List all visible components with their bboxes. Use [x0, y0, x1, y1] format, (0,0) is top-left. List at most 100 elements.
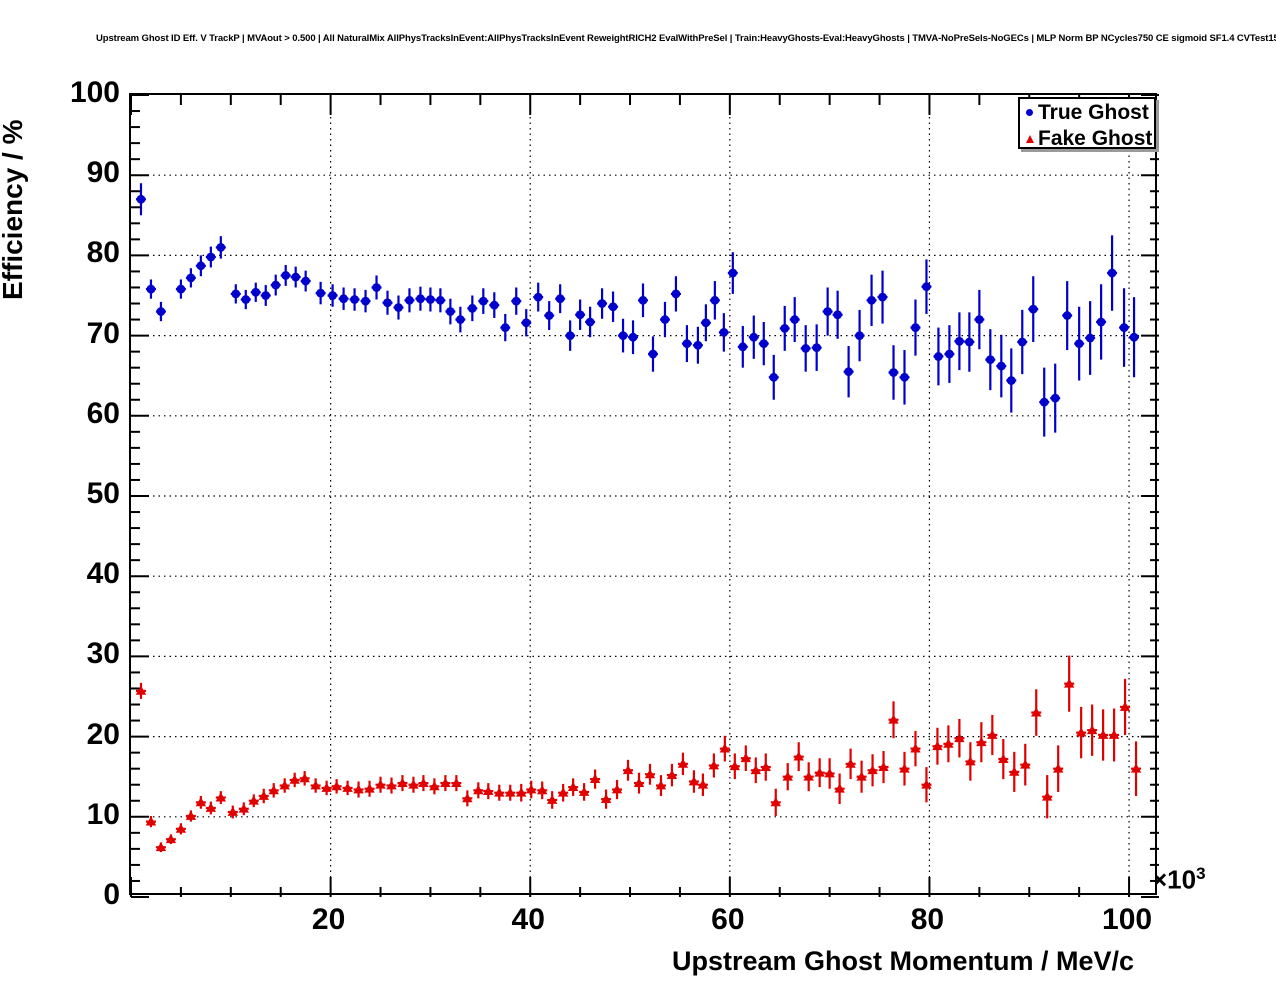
data-point-marker	[608, 302, 618, 312]
data-point-marker	[889, 368, 898, 377]
data-point-marker	[136, 194, 146, 204]
legend-marker-circle-icon	[1023, 105, 1037, 119]
data-point-marker	[749, 332, 759, 342]
data-point-marker	[505, 787, 516, 797]
data-point-marker	[922, 282, 931, 292]
data-point-marker	[782, 771, 793, 781]
y-axis-tick-label: 90	[86, 156, 120, 190]
data-point-marker	[790, 315, 800, 324]
data-point-marker	[878, 292, 887, 302]
data-point-marker	[1086, 724, 1098, 735]
data-point-marker	[328, 291, 338, 300]
data-point-marker	[633, 777, 645, 788]
data-point-marker	[710, 295, 720, 305]
data-point-marker	[310, 780, 321, 790]
data-point-marker	[589, 773, 601, 784]
data-point-marker	[701, 318, 711, 328]
data-point-marker	[1020, 759, 1031, 769]
data-point-marker	[693, 340, 703, 350]
data-point-marker	[331, 781, 342, 791]
data-point-marker	[467, 303, 477, 313]
data-point-marker	[386, 780, 397, 790]
data-point-marker	[1031, 707, 1042, 717]
data-point-marker	[394, 303, 403, 312]
data-point-marker	[408, 779, 419, 789]
legend-label: Fake Ghost	[1038, 126, 1153, 150]
data-point-marker	[998, 753, 1009, 763]
data-point-marker	[195, 797, 207, 807]
data-point-marker	[268, 785, 279, 795]
data-point-marker	[1006, 376, 1016, 385]
y-axis-tick-labels: 0 10 20 30 40 50 60 70 80 90 100	[56, 0, 120, 996]
data-point-marker	[660, 315, 670, 324]
y-axis-tick-label: 80	[86, 236, 120, 270]
data-point-marker	[1107, 268, 1117, 278]
data-point-marker	[416, 294, 425, 304]
data-point-marker	[231, 289, 241, 299]
plot-frame	[129, 93, 1159, 898]
data-point-marker	[339, 294, 348, 304]
y-axis-tick-label: 70	[86, 316, 120, 350]
data-point-marker	[833, 310, 843, 320]
data-point-marker	[361, 296, 370, 306]
data-point-marker	[878, 761, 889, 771]
data-point-marker	[759, 339, 769, 349]
data-point-marker	[544, 311, 554, 320]
data-point-marker	[671, 289, 681, 299]
data-point-marker	[1062, 311, 1072, 320]
data-point-marker	[996, 361, 1006, 371]
data-point-marker	[728, 268, 738, 278]
y-axis-title: Efficiency / %	[0, 119, 28, 300]
data-point-marker	[565, 331, 575, 340]
data-point-marker	[185, 810, 197, 820]
data-point-marker	[489, 300, 499, 310]
data-point-marker	[451, 777, 462, 788]
data-point-marker	[440, 777, 451, 788]
data-point-marker	[921, 779, 932, 789]
grid-lines	[131, 95, 1159, 897]
y-axis-tick-label: 50	[86, 477, 120, 510]
data-point-marker	[537, 785, 548, 795]
x-axis-tick-label: 40	[511, 903, 545, 936]
data-point-marker	[146, 284, 156, 294]
legend-item-true-ghost: True Ghost	[1020, 99, 1154, 125]
data-point-marker	[911, 323, 920, 332]
data-point-marker	[855, 331, 864, 340]
data-point-marker	[976, 737, 987, 747]
legend-item-fake-ghost: Fake Ghost	[1020, 125, 1154, 151]
data-point-marker	[301, 276, 311, 286]
data-point-marker	[1108, 729, 1120, 739]
data-point-marker	[258, 790, 269, 800]
data-point-marker	[175, 823, 187, 833]
data-point-marker	[954, 336, 964, 346]
data-point-marker	[473, 785, 484, 795]
data-point-marker	[1009, 766, 1020, 776]
data-point-marker	[1085, 333, 1095, 343]
data-point-marker	[780, 323, 790, 333]
data-point-marker	[987, 729, 998, 739]
data-point-marker	[281, 271, 291, 280]
x-axis-tick-label: 80	[910, 903, 945, 936]
data-point-marker	[418, 777, 429, 788]
data-point-marker	[814, 767, 825, 777]
data-point-marker	[644, 769, 656, 779]
y-axis-tick-label: 30	[86, 637, 120, 671]
data-point-marker	[793, 751, 804, 761]
data-point-marker	[494, 787, 505, 797]
data-point-marker	[261, 291, 271, 300]
data-point-marker	[945, 349, 954, 359]
data-point-marker	[932, 741, 943, 751]
data-point-marker	[215, 792, 227, 802]
x-axis-tick-label: 20	[311, 903, 346, 936]
data-point-marker	[364, 783, 375, 793]
data-point-marker	[176, 284, 186, 294]
data-point-marker	[760, 761, 771, 771]
data-point-marker	[823, 307, 833, 316]
data-point-marker	[597, 299, 607, 308]
data-point-marker	[729, 761, 741, 771]
data-point-marker	[405, 295, 414, 305]
data-point-marker	[899, 763, 910, 773]
page-title: Upstream Ghost ID Eff. V TrackP | MVAout…	[96, 33, 1276, 44]
data-point-marker	[279, 780, 290, 790]
